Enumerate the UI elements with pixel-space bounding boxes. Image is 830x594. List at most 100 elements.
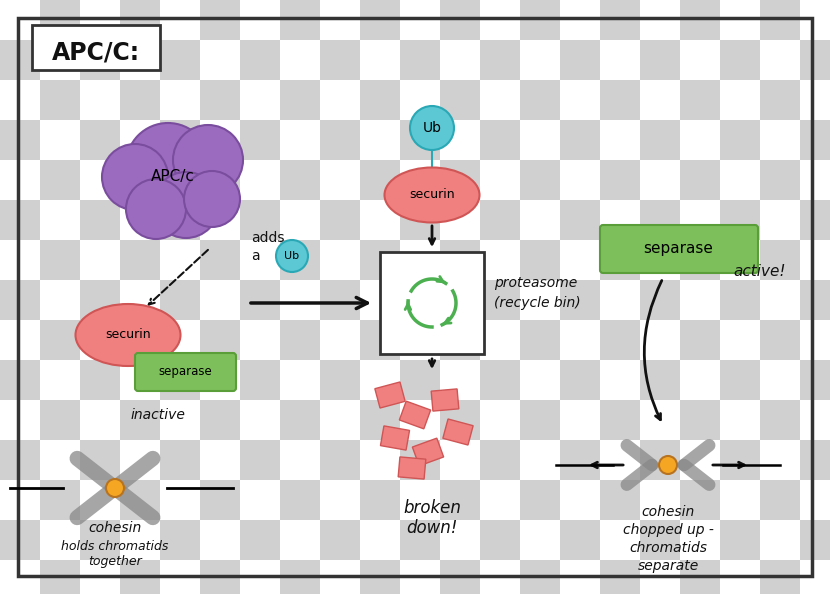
Bar <box>280 480 320 520</box>
Bar <box>720 520 760 560</box>
Bar <box>320 480 360 520</box>
Bar <box>760 480 800 520</box>
Bar <box>520 240 560 280</box>
Bar <box>380 252 484 354</box>
Bar <box>320 560 360 594</box>
Bar <box>520 480 560 520</box>
Bar <box>360 280 400 320</box>
Bar <box>720 0 760 40</box>
Text: separase: separase <box>159 365 212 378</box>
Bar <box>400 80 440 120</box>
Bar <box>280 400 320 440</box>
Bar <box>680 520 720 560</box>
Bar <box>120 160 160 200</box>
Bar <box>600 560 640 594</box>
Bar <box>720 280 760 320</box>
Bar <box>480 40 520 80</box>
Bar <box>800 480 830 520</box>
Bar <box>480 360 520 400</box>
Bar <box>160 280 200 320</box>
Bar <box>320 360 360 400</box>
Bar <box>720 160 760 200</box>
Text: securin: securin <box>105 328 151 342</box>
Bar <box>360 480 400 520</box>
Bar <box>0 320 40 360</box>
Bar <box>320 520 360 560</box>
Bar <box>600 80 640 120</box>
Bar <box>560 400 600 440</box>
Text: cohesin: cohesin <box>88 521 142 535</box>
Bar <box>680 480 720 520</box>
Bar <box>480 160 520 200</box>
Bar <box>200 240 240 280</box>
Bar <box>120 80 160 120</box>
Bar <box>240 560 280 594</box>
Text: Ub: Ub <box>422 121 442 135</box>
Bar <box>480 440 520 480</box>
Bar <box>320 280 360 320</box>
Bar <box>200 320 240 360</box>
Bar <box>480 80 520 120</box>
Bar <box>0 0 40 40</box>
Bar <box>40 160 80 200</box>
Bar <box>280 560 320 594</box>
Text: inactive: inactive <box>130 408 185 422</box>
Bar <box>360 80 400 120</box>
Bar <box>120 520 160 560</box>
Circle shape <box>276 240 308 272</box>
Bar <box>560 440 600 480</box>
Bar <box>240 240 280 280</box>
Bar <box>200 480 240 520</box>
Bar <box>800 560 830 594</box>
Bar <box>240 320 280 360</box>
Bar <box>720 240 760 280</box>
Bar <box>520 280 560 320</box>
Bar <box>200 440 240 480</box>
Bar <box>400 560 440 594</box>
Bar <box>440 280 480 320</box>
Bar <box>800 120 830 160</box>
Text: active!: active! <box>733 264 785 280</box>
Bar <box>680 40 720 80</box>
Bar <box>40 440 80 480</box>
Bar <box>400 200 440 240</box>
Bar <box>760 120 800 160</box>
Bar <box>0 160 40 200</box>
Circle shape <box>184 171 240 227</box>
Bar <box>560 0 600 40</box>
Bar <box>520 40 560 80</box>
Ellipse shape <box>76 304 180 366</box>
Circle shape <box>153 172 219 238</box>
Bar <box>360 40 400 80</box>
Bar <box>40 560 80 594</box>
Bar <box>0 360 40 400</box>
Bar <box>200 120 240 160</box>
Bar <box>440 0 480 40</box>
Bar <box>480 200 520 240</box>
Polygon shape <box>380 426 409 450</box>
Bar <box>640 280 680 320</box>
Bar <box>240 280 280 320</box>
Bar <box>640 440 680 480</box>
Bar <box>720 360 760 400</box>
Bar <box>240 360 280 400</box>
Bar <box>280 40 320 80</box>
Bar <box>80 280 120 320</box>
Bar <box>320 160 360 200</box>
Bar <box>120 400 160 440</box>
Bar <box>120 320 160 360</box>
Bar <box>0 120 40 160</box>
Bar <box>80 400 120 440</box>
Bar <box>80 80 120 120</box>
Bar <box>400 520 440 560</box>
Bar <box>800 40 830 80</box>
Bar <box>120 360 160 400</box>
Bar <box>160 120 200 160</box>
Bar <box>80 480 120 520</box>
Bar <box>160 360 200 400</box>
Bar <box>280 80 320 120</box>
Bar <box>760 240 800 280</box>
Bar <box>800 240 830 280</box>
Bar <box>0 240 40 280</box>
Bar <box>800 440 830 480</box>
